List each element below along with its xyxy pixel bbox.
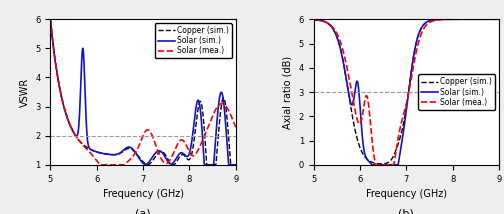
Solar (sim.) [496,18,502,21]
Copper (sim.) [429,19,435,21]
Copper (sim.) [165,159,171,162]
Text: (b): (b) [398,208,414,214]
Solar (sim.) [470,18,476,21]
Solar (mea.) [166,160,172,163]
Solar (sim.) [47,18,53,21]
Solar (mea.) [97,163,103,166]
Solar (mea.) [496,18,502,21]
Y-axis label: Axial ratio (dB): Axial ratio (dB) [283,55,293,129]
Copper (sim.) [423,21,429,24]
Solar (mea.) [59,97,65,99]
Solar (mea.) [418,32,424,35]
Copper (sim.) [418,27,424,29]
Solar (mea.) [160,160,166,163]
Solar (sim.) [207,163,213,166]
Y-axis label: VSWR: VSWR [20,77,30,107]
Text: (a): (a) [135,208,151,214]
Copper (sim.) [207,163,213,166]
Solar (sim.) [423,21,429,24]
Solar (sim.) [160,152,166,155]
Solar (sim.) [310,18,317,21]
Solar (sim.) [188,145,194,148]
Solar (sim.) [418,27,424,29]
Solar (sim.) [233,163,239,166]
Copper (sim.) [188,155,194,157]
Solar (sim.) [155,150,161,152]
Solar (sim.) [202,163,208,166]
Solar (mea.) [233,126,239,129]
Solar (mea.) [188,153,194,156]
Line: Copper (sim.): Copper (sim.) [313,19,499,164]
Solar (sim.) [369,163,375,166]
Copper (sim.) [169,163,175,166]
Copper (sim.) [496,18,502,21]
Solar (mea.) [155,151,161,153]
Copper (sim.) [47,18,53,21]
Copper (sim.) [59,97,65,99]
X-axis label: Frequency (GHz): Frequency (GHz) [366,189,447,199]
Legend: Copper (sim.), Solar (sim.), Solar (mea.): Copper (sim.), Solar (sim.), Solar (mea.… [155,23,232,58]
X-axis label: Frequency (GHz): Frequency (GHz) [103,189,183,199]
Solar (mea.) [470,18,476,21]
Copper (sim.) [452,18,458,21]
Copper (sim.) [310,18,317,21]
Copper (sim.) [378,163,384,165]
Line: Solar (mea.): Solar (mea.) [50,19,236,165]
Copper (sim.) [160,151,166,153]
Copper (sim.) [155,152,161,155]
Solar (sim.) [429,19,435,21]
Solar (mea.) [310,18,317,21]
Copper (sim.) [470,18,476,21]
Solar (mea.) [452,18,458,21]
Copper (sim.) [322,21,328,23]
Solar (sim.) [165,161,171,164]
Solar (sim.) [452,18,458,21]
Line: Solar (sim.): Solar (sim.) [313,19,499,165]
Legend: Copper (sim.), Solar (sim.), Solar (mea.): Copper (sim.), Solar (sim.), Solar (mea.… [418,74,495,110]
Line: Copper (sim.): Copper (sim.) [50,19,236,165]
Solar (sim.) [322,21,328,23]
Line: Solar (sim.): Solar (sim.) [50,19,236,165]
Solar (mea.) [322,21,328,23]
Line: Solar (mea.): Solar (mea.) [313,19,499,165]
Solar (mea.) [207,120,213,123]
Solar (mea.) [47,18,53,21]
Solar (mea.) [423,24,429,26]
Solar (mea.) [373,163,379,166]
Solar (mea.) [429,20,435,22]
Copper (sim.) [233,163,239,166]
Solar (sim.) [59,97,65,99]
